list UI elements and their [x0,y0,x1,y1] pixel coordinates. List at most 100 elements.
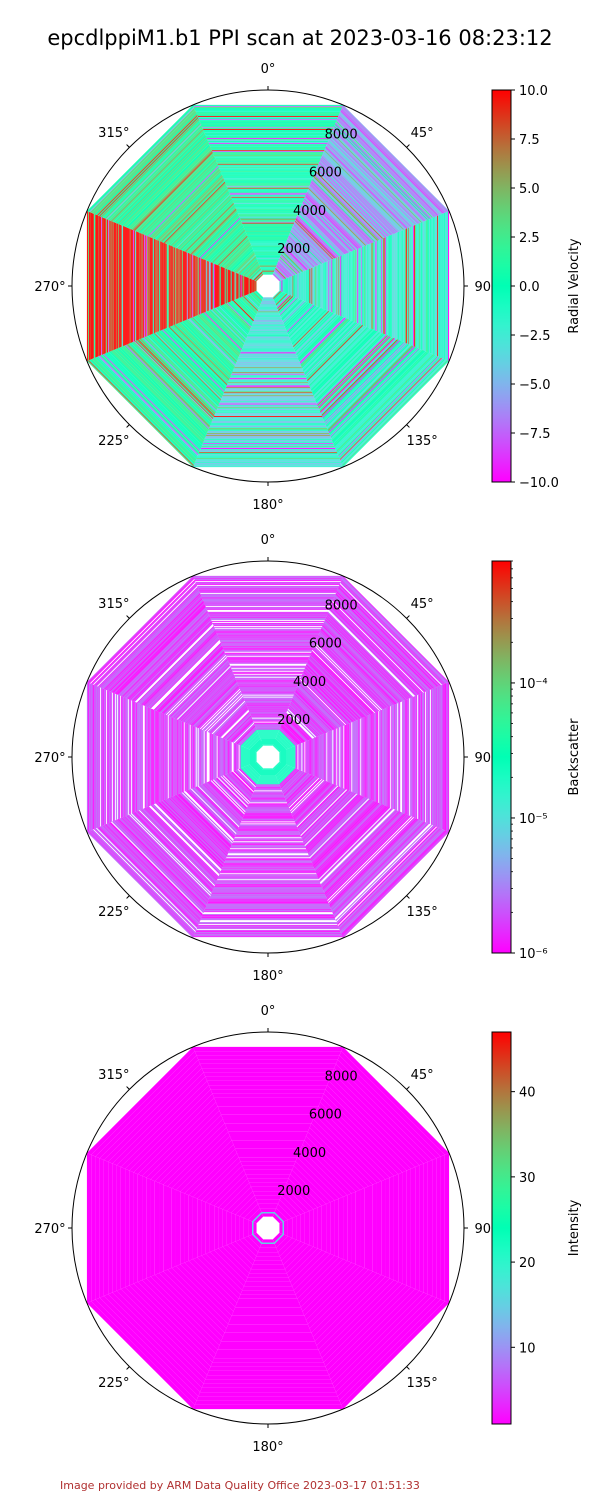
range-gate [331,602,423,694]
range-gate [208,612,328,614]
range-gate [337,116,438,217]
range-gate [319,630,395,706]
range-gate [349,722,351,792]
range-gate [242,346,294,348]
range-gate [231,374,305,376]
range-gate [214,232,247,265]
range-gate [142,1278,218,1354]
range-gate [191,254,193,318]
range-gate [167,798,227,858]
range-gate [334,258,336,314]
range-gate [328,137,417,226]
range-gate [252,322,284,324]
range-gate [321,810,400,889]
range-gate [231,669,305,671]
range-gate [120,609,208,697]
range-gate [137,232,139,340]
range-gate [398,1172,403,1284]
range-gate [221,239,250,268]
range-gate [223,738,225,776]
range-gate [326,615,410,699]
range-gate [236,832,300,834]
range-gate [309,798,371,860]
range-gate [303,198,356,251]
range-gate [217,635,319,637]
range-gate [331,130,424,223]
range-gate [208,1366,328,1371]
range-gate [248,239,288,241]
range-gate [233,271,235,301]
range-gate [280,726,299,745]
range-gate [230,194,306,196]
range-gate [202,258,204,314]
range-gate [90,108,196,214]
range-gate [210,146,326,148]
range-gate [420,222,422,350]
range-gate [196,112,340,114]
range-gate [193,682,238,727]
range-gate [241,259,258,276]
range-gate [196,583,340,585]
range-gate [335,824,433,922]
range-gate [281,299,302,320]
range-gate [233,838,303,840]
range-gate [311,1271,377,1337]
range-gate [231,372,305,374]
range-gate [344,724,346,790]
range-gate [226,385,310,387]
range-gate [245,338,291,340]
range-gate [230,301,253,324]
range-gate [133,701,135,813]
range-gate [241,693,295,695]
range-gate [256,312,280,314]
range-gate [202,128,334,130]
range-gate [194,255,196,317]
range-gate [93,582,197,686]
range-gate [209,732,211,782]
range-gate [314,803,383,872]
range-gate [246,277,248,295]
range-gate [179,197,232,250]
range-gate [287,277,289,295]
range-gate [166,798,227,859]
range-gate [218,636,318,638]
range-gate [233,672,303,674]
range-gate [187,205,236,254]
range-gate [226,773,252,799]
range-gate [121,225,123,347]
range-gate [135,702,137,812]
range-gate [194,1051,342,1056]
range-gate [252,1191,284,1196]
range-gate [95,584,198,687]
range-gate [123,816,209,902]
range-gate [243,815,293,817]
range-gate [284,715,310,741]
range-gate [301,203,351,253]
range-gate [316,805,387,876]
range-gate [201,1253,243,1295]
range-gate [86,210,88,362]
range-gate [296,216,338,258]
range-gate [126,698,128,816]
range-gate [236,360,300,362]
range-gate [244,733,259,748]
range-gate [310,182,372,244]
range-gate [321,155,399,233]
range-gate [293,223,331,261]
range-gate [146,335,219,408]
radial-tick-label: 4000 [293,204,326,219]
range-gate [94,214,96,358]
range-gate [238,1157,298,1162]
range-gate [299,272,301,300]
range-gate [337,355,437,455]
range-gate [331,820,423,912]
range-gate [337,256,339,316]
range-gate [122,696,124,818]
range-gate [132,150,213,231]
range-gate [248,332,288,334]
range-gate [303,792,355,844]
range-gate [256,729,280,731]
range-gate [226,386,310,388]
range-gate [190,317,237,364]
range-gate [133,812,213,892]
